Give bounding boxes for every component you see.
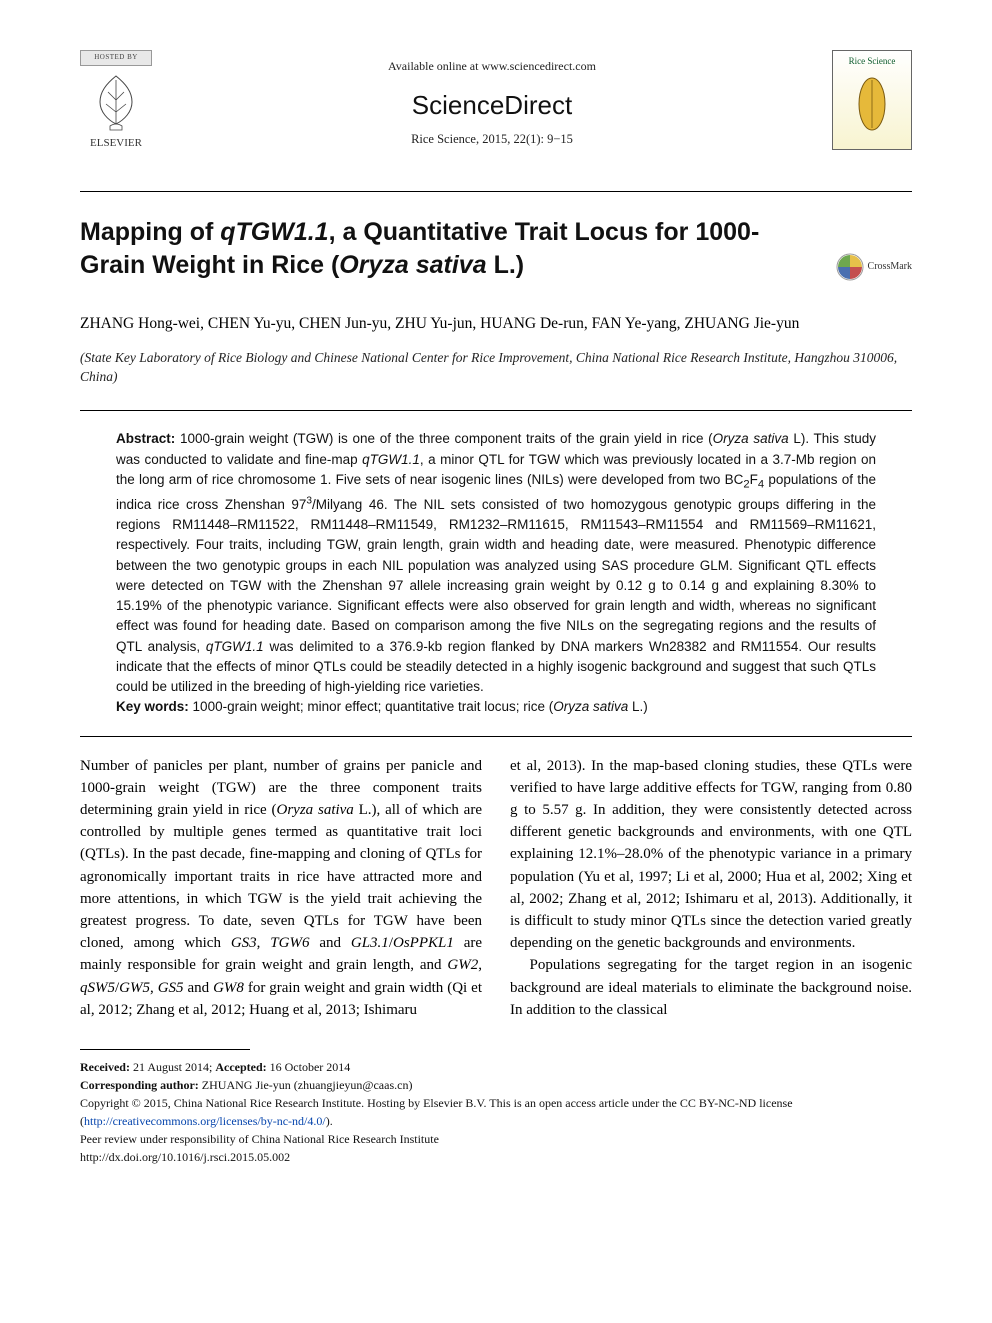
crossmark-icon [836,253,864,281]
received-line: Received: 21 August 2014; Accepted: 16 O… [80,1058,912,1076]
body-columns: Number of panicles per plant, number of … [80,755,912,1021]
copyright-text: Copyright © 2015, China National Rice Re… [80,1096,793,1110]
journal-cover: Rice Science [832,50,912,150]
abstract-top-rule [80,410,912,411]
peer-review-line: Peer review under responsibility of Chin… [80,1130,912,1148]
body-paragraph: Populations segregating for the target r… [510,954,912,1021]
author-list: ZHANG Hong-wei, CHEN Yu-yu, CHEN Jun-yu,… [80,309,912,338]
abstract-block: Abstract: 1000-grain weight (TGW) is one… [80,429,912,717]
sciencedirect-wordmark[interactable]: ScienceDirect [152,87,832,123]
elsevier-tree-icon [86,70,146,134]
keywords-label: Key words: [116,699,189,714]
corresponding-line: Corresponding author: ZHUANG Jie-yun (zh… [80,1076,912,1094]
publisher-name: ELSEVIER [80,136,152,151]
title-block: Mapping of qTGW1.1, a Quantitative Trait… [80,216,912,281]
rice-leaf-icon [852,74,892,134]
journal-cover-title: Rice Science [833,55,911,68]
body-paragraph: Number of panicles per plant, number of … [80,755,482,1021]
accepted-label: Accepted: [215,1060,266,1074]
publisher-logo: HOSTED BY ELSEVIER [80,50,152,151]
corresponding-text: ZHUANG Jie-yun (zhuangjieyun@caas.cn) [202,1078,413,1092]
body-column-right: et al, 2013). In the map-based cloning s… [510,755,912,1021]
hosted-by-label: HOSTED BY [80,50,152,66]
received-date: 21 August 2014; [133,1060,212,1074]
abstract-label: Abstract: [116,431,175,446]
affiliation: (State Key Laboratory of Rice Biology an… [80,349,912,387]
footnote-rule [80,1049,250,1050]
body-paragraph: et al, 2013). In the map-based cloning s… [510,755,912,955]
journal-reference: Rice Science, 2015, 22(1): 9−15 [152,131,832,149]
abstract-text: 1000-grain weight (TGW) is one of the th… [116,431,876,694]
header-center: Available online at www.sciencedirect.co… [152,50,832,149]
available-online-line: Available online at www.sciencedirect.co… [152,58,832,75]
license-link[interactable]: http://creativecommons.org/licenses/by-n… [84,1114,326,1128]
abstract-bottom-rule [80,736,912,737]
received-label: Received: [80,1060,130,1074]
crossmark-label: CrossMark [868,260,912,274]
keywords-text: 1000-grain weight; minor effect; quantit… [193,699,648,714]
header-rule [80,191,912,192]
article-title: Mapping of qTGW1.1, a Quantitative Trait… [80,216,912,281]
footnotes: Received: 21 August 2014; Accepted: 16 O… [80,1058,912,1166]
doi-line: http://dx.doi.org/10.1016/j.rsci.2015.05… [80,1148,912,1166]
body-column-left: Number of panicles per plant, number of … [80,755,482,1021]
crossmark-badge[interactable]: CrossMark [836,253,912,281]
accepted-date: 16 October 2014 [270,1060,351,1074]
header-row: HOSTED BY ELSEVIER Available online at w… [80,50,912,151]
corresponding-label: Corresponding author: [80,1078,199,1092]
copyright-line: Copyright © 2015, China National Rice Re… [80,1094,912,1130]
